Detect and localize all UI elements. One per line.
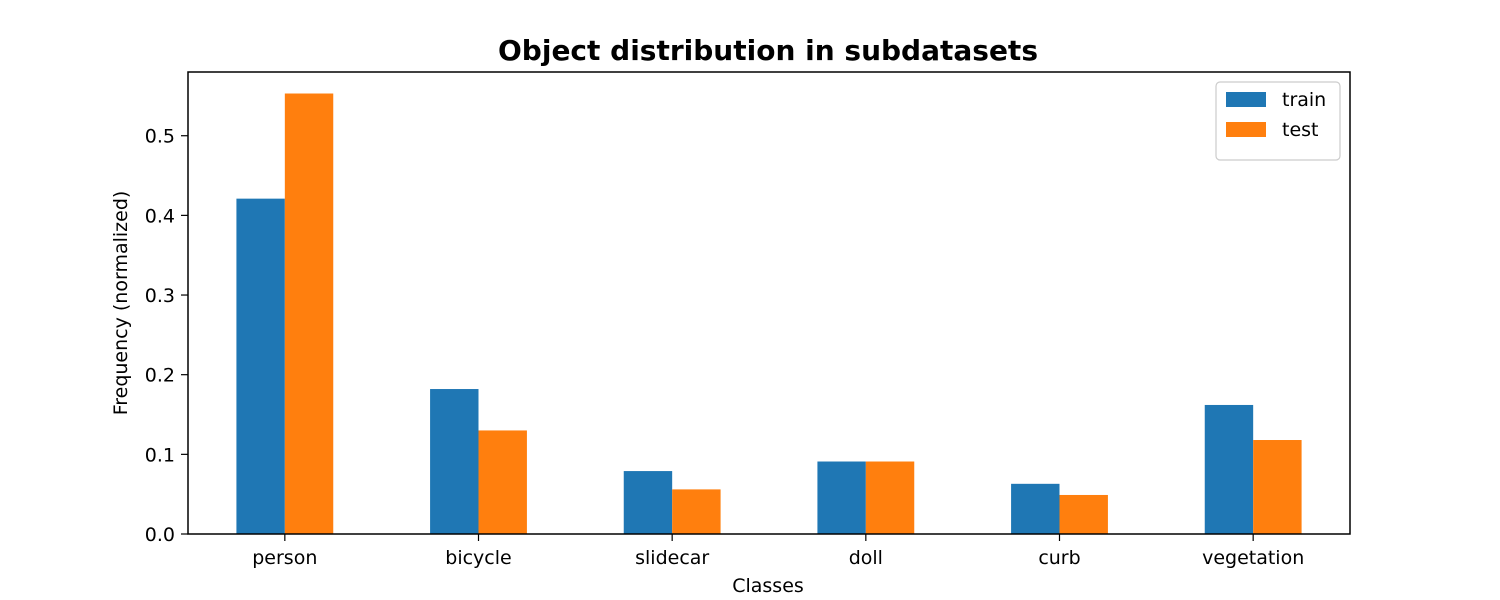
plot-area: person bicycle slidecar doll curb vegetation 0… <box>145 71 1351 569</box>
x-axis-label: Classes <box>732 575 804 597</box>
y-tick-label: 0.5 <box>145 126 175 148</box>
plot-frame <box>187 71 1351 535</box>
bar-test-doll <box>865 461 915 534</box>
y-axis-label: Frequency (normalized) <box>110 191 132 416</box>
legend: train test <box>1215 81 1341 161</box>
x-tick-label: slidecar <box>635 547 709 569</box>
legend-label-test: test <box>1282 119 1319 141</box>
bar-train-person <box>236 198 285 534</box>
bar-test-person <box>284 93 334 534</box>
bar-train-slidecar <box>623 471 673 534</box>
chart-title: Object distribution in subdatasets <box>498 34 1038 67</box>
y-tick-label: 0.3 <box>145 285 175 307</box>
x-tick-label: person <box>252 547 317 569</box>
y-tick-label: 0.1 <box>145 444 175 466</box>
bar-train-vegetation <box>1204 404 1254 534</box>
y-tick-label: 0.4 <box>145 205 175 227</box>
bar-test-vegetation <box>1253 440 1302 534</box>
bar-test-curb <box>1059 494 1108 534</box>
bar-test-bicycle <box>478 430 527 534</box>
bar-test-slidecar <box>672 489 721 534</box>
legend-swatch-train <box>1226 92 1266 107</box>
legend-swatch-test <box>1226 122 1266 137</box>
y-tick-label: 0.0 <box>145 524 175 546</box>
x-tick-label: doll <box>849 547 883 569</box>
y-tick-label: 0.2 <box>145 365 175 387</box>
x-tick-label: vegetation <box>1202 547 1304 569</box>
x-tick-label: bicycle <box>445 547 511 569</box>
bar-train-bicycle <box>430 389 479 534</box>
bar-train-curb <box>1011 483 1060 534</box>
bar-train-doll <box>817 461 866 534</box>
x-tick-label: curb <box>1038 547 1080 569</box>
legend-label-train: train <box>1282 89 1326 111</box>
